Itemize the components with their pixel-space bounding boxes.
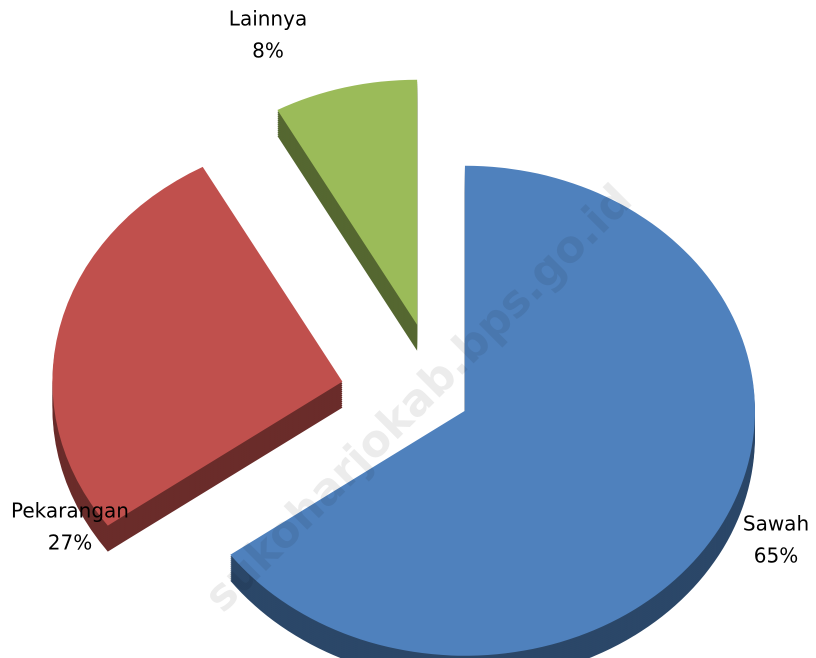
- slice: [277, 79, 418, 325]
- pie: [52, 79, 755, 658]
- slice-label: Sawah: [743, 512, 809, 536]
- slice-value-label: 65%: [754, 544, 798, 568]
- slice: [52, 166, 343, 526]
- slice-value-label: 8%: [252, 39, 284, 63]
- slice-value-label: 27%: [48, 531, 92, 555]
- slice: [230, 165, 755, 656]
- slice-label: Lainnya: [229, 7, 307, 31]
- slice-label: Pekarangan: [11, 499, 129, 523]
